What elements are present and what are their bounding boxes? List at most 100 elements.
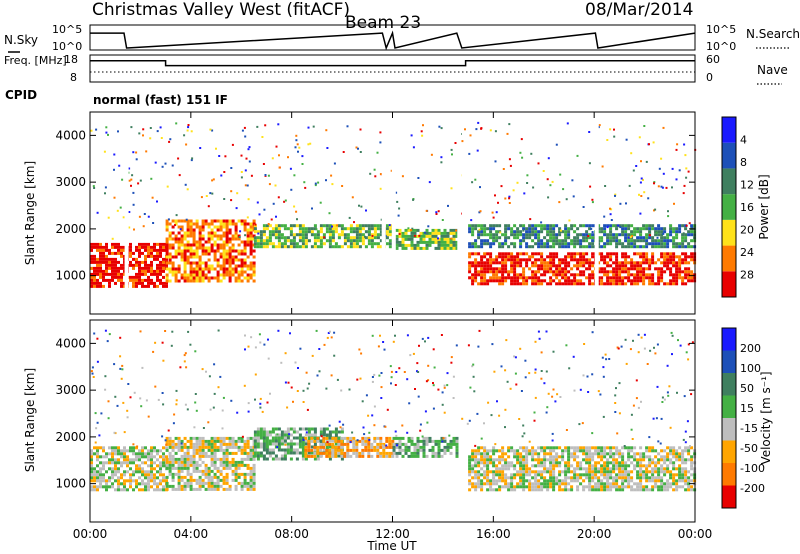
heatmap-cell <box>504 476 508 480</box>
heatmap-cell <box>265 445 269 449</box>
heatmap-cell <box>495 276 499 280</box>
heatmap-cell <box>663 461 667 465</box>
heatmap-cell <box>561 488 565 492</box>
heatmap-cell <box>585 455 589 459</box>
heatmap-cell <box>177 466 181 470</box>
heatmap-cell <box>639 482 643 486</box>
heatmap-cell <box>567 282 571 286</box>
heatmap-cell <box>543 485 547 489</box>
heatmap-cell <box>174 234 178 238</box>
heatmap-cell <box>576 264 580 268</box>
heatmap-cell <box>615 258 619 262</box>
heatmap-cell <box>250 174 253 177</box>
heatmap-cell <box>489 270 493 274</box>
heatmap-cell <box>663 255 667 259</box>
heatmap-cell <box>295 210 298 213</box>
heatmap-cell <box>645 449 649 453</box>
heatmap-cell <box>606 252 610 256</box>
heatmap-cell <box>272 202 275 205</box>
heatmap-cell <box>597 470 601 474</box>
heatmap-cell <box>234 451 238 455</box>
heatmap-cell <box>433 366 436 369</box>
heatmap-cell <box>141 467 144 471</box>
heatmap-cell <box>256 454 260 458</box>
heatmap-cell <box>201 267 205 271</box>
heatmap-cell <box>180 475 184 479</box>
heatmap-cell <box>639 261 643 265</box>
heatmap-cell <box>265 436 269 440</box>
heatmap-cell <box>268 439 272 443</box>
heatmap-cell <box>621 458 625 462</box>
heatmap-cell <box>331 239 335 243</box>
heatmap-cell <box>519 276 523 280</box>
heatmap-cell <box>446 246 450 250</box>
heatmap-cell <box>355 146 358 149</box>
heatmap-cell <box>555 276 559 280</box>
heatmap-cell <box>249 457 253 461</box>
heatmap-cell <box>123 245 126 249</box>
heatmap-cell <box>349 242 353 246</box>
heatmap-cell <box>319 448 323 452</box>
heatmap-cell <box>228 279 232 283</box>
heatmap-cell <box>573 224 577 228</box>
heatmap-cell <box>138 482 141 486</box>
heatmap-cell <box>413 228 417 232</box>
heatmap-cell <box>591 458 595 462</box>
heatmap-cell <box>425 439 429 443</box>
heatmap-cell <box>567 270 571 274</box>
heatmap-cell <box>253 436 257 440</box>
heatmap-cell <box>600 470 604 474</box>
heatmap-cell <box>498 224 502 228</box>
heatmap-cell <box>364 436 368 440</box>
heatmap-cell <box>204 439 208 443</box>
heatmap-cell <box>322 433 326 437</box>
heatmap-cell <box>201 451 205 455</box>
heatmap-cell <box>346 454 350 458</box>
heatmap-cell <box>666 252 670 256</box>
heatmap-cell <box>216 457 220 461</box>
heatmap-cell <box>588 446 592 450</box>
heatmap-cell <box>495 470 499 474</box>
heatmap-cell <box>579 467 583 471</box>
heatmap-cell <box>219 264 223 268</box>
heatmap-cell <box>633 230 637 234</box>
heatmap-cell <box>555 267 559 271</box>
heatmap-cell <box>498 282 502 286</box>
heatmap-cell <box>102 251 105 255</box>
nave-label: Nave <box>757 63 788 77</box>
heatmap-cell <box>606 470 610 474</box>
heatmap-cell <box>105 266 108 270</box>
heatmap-cell <box>600 282 604 286</box>
heatmap-cell <box>111 470 114 474</box>
heatmap-cell <box>621 485 625 489</box>
heatmap-cell <box>337 442 341 446</box>
heatmap-cell <box>669 227 673 231</box>
heatmap-cell <box>489 245 493 249</box>
heatmap-cell <box>160 137 163 139</box>
heatmap-cell <box>657 273 661 277</box>
heatmap-cell <box>471 252 475 256</box>
heatmap-cell <box>222 439 226 443</box>
heatmap-cell <box>237 234 241 238</box>
heatmap-cell <box>452 237 456 241</box>
heatmap-cell <box>513 355 516 358</box>
heatmap-cell <box>225 472 229 476</box>
heatmap-cell <box>96 458 99 462</box>
heatmap-cell <box>111 257 114 261</box>
heatmap-cell <box>334 436 338 440</box>
heatmap-cell <box>363 433 366 436</box>
heatmap-cell <box>576 479 580 483</box>
heatmap-cell <box>468 245 472 249</box>
heatmap-cell <box>630 461 634 465</box>
heatmap-cell <box>156 254 159 258</box>
heatmap-cell <box>364 236 368 240</box>
heatmap-cell <box>531 230 535 234</box>
heatmap-cell <box>138 470 141 474</box>
heatmap-cell <box>379 245 383 249</box>
heatmap-cell <box>636 279 640 283</box>
heatmap-cell <box>390 169 393 172</box>
heatmap-cell <box>642 455 646 459</box>
heatmap-cell <box>132 458 135 462</box>
heatmap-cell <box>648 224 652 228</box>
heatmap-cell <box>618 473 622 477</box>
